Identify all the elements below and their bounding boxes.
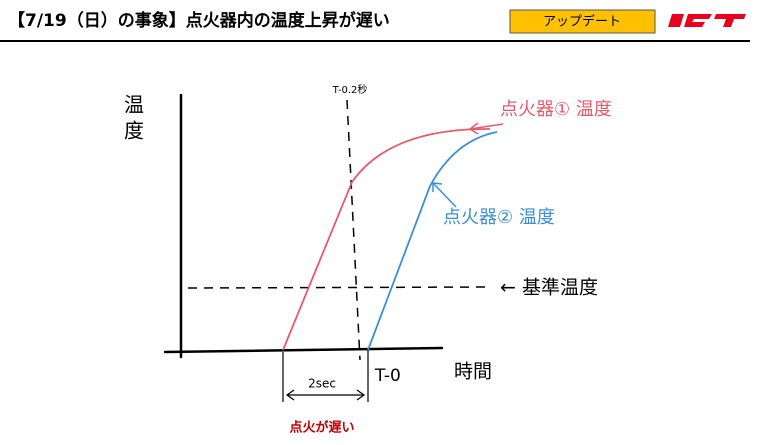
igniter1-arrow (468, 122, 504, 135)
badge-text: アップデート (543, 14, 621, 30)
igniter2-arrow (432, 182, 457, 208)
marker-label: T-0.2秒 (332, 83, 368, 96)
reference-label: ← 基準温度 (500, 277, 598, 299)
reference-line (187, 286, 493, 289)
update-badge (509, 9, 656, 34)
interval-label: 2sec (308, 377, 336, 391)
igniter1-label: 点火器① 温度 (500, 99, 612, 120)
logo (668, 14, 746, 27)
t-minus-marker (346, 99, 361, 361)
y-axis-label: 度 (124, 119, 144, 143)
y-axis-label: 温 (124, 93, 144, 117)
x-axis-label: 時間 (454, 361, 492, 383)
caption: 点火が遅い (289, 420, 354, 436)
slide-title: 【7/19（日）の事象】点火器内の温度上昇が遅い (8, 10, 390, 31)
axes (163, 93, 444, 359)
t0-label: T-0 (374, 366, 401, 386)
igniter2-label: 点火器② 温度 (443, 207, 555, 228)
interval-bracket (282, 350, 369, 402)
igniter1-curve (282, 128, 491, 351)
igniter2-curve (367, 131, 498, 351)
